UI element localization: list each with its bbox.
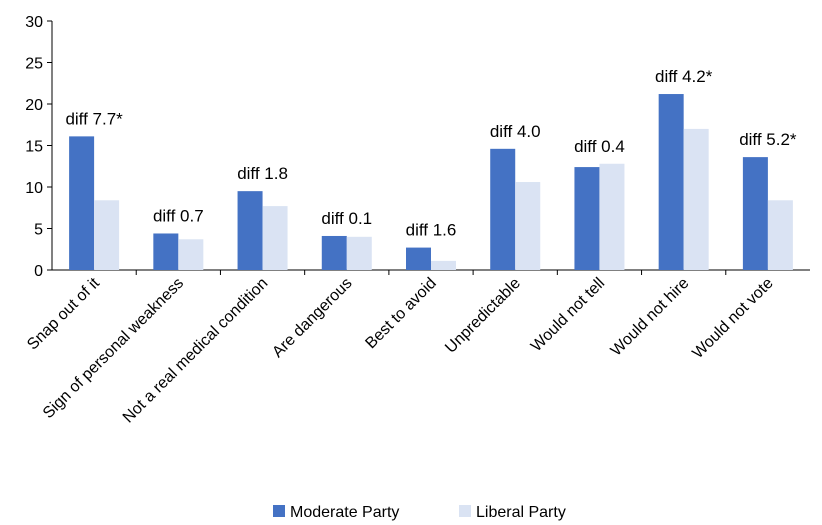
y-tick-label: 30 [25,14,43,31]
bar-liberal [346,236,372,270]
diff-label: diff 4.0 [490,122,541,141]
legend-swatch-liberal [459,505,471,517]
x-category-label: Would not hire [608,275,693,360]
x-category-label: Would not vote [689,275,776,362]
x-category-label: Unpredictable [442,275,524,357]
diff-label: diff 7.7* [65,109,123,128]
bar-liberal [431,260,456,270]
legend-label-moderate: Moderate Party [290,504,399,521]
diff-label: diff 0.1 [321,209,372,228]
x-axis [52,269,810,275]
x-category-label: Best to avoid [362,275,439,352]
x-category-label: Not a real medical condition [120,275,272,427]
bar-moderate [574,167,600,270]
bar-liberal [515,182,541,270]
y-tick-label: 15 [25,139,43,156]
bar-moderate [69,136,95,270]
legend-label-liberal: Liberal Party [476,504,566,521]
y-tick-label: 10 [25,180,43,197]
diff-label: diff 0.4 [574,137,625,156]
bar-moderate [321,235,347,270]
bar-liberal [767,200,793,270]
bar-moderate [490,148,516,270]
bar-liberal [262,206,288,270]
diff-labels: diff 7.7* diff 0.7 diff 1.8 diff 0.1 diff 1.… [65,67,797,240]
x-category-label: Snap out of it [24,274,103,353]
bar-moderate [742,157,768,270]
diff-label: diff 1.8 [237,164,288,183]
diff-label: diff 0.7 [153,206,204,225]
bar-moderate [658,94,684,270]
y-tick-label: 5 [34,222,43,239]
bar-liberal [683,128,709,270]
diff-label: diff 4.2* [655,67,713,86]
bar-moderate [237,191,263,270]
bar-moderate [153,233,179,270]
bars [69,94,793,270]
y-tick-label: 0 [34,263,43,280]
x-category-label: Are dangerous [269,275,355,361]
y-axis: 0 5 10 15 20 25 30 [25,14,53,280]
bar-moderate [406,247,431,270]
y-tick-label: 25 [25,56,43,73]
legend-swatch-moderate [273,505,285,517]
diff-label: diff 5.2* [739,130,797,149]
x-category-label: Sign of personal weakness [40,275,187,422]
bar-liberal [599,163,625,270]
bar-liberal [178,239,204,270]
x-category-label: Would not tell [528,275,608,355]
bar-liberal [94,200,120,270]
diff-label: diff 1.6 [406,221,457,240]
legend: Moderate Party Liberal Party [273,504,566,521]
y-tick-label: 20 [25,97,43,114]
